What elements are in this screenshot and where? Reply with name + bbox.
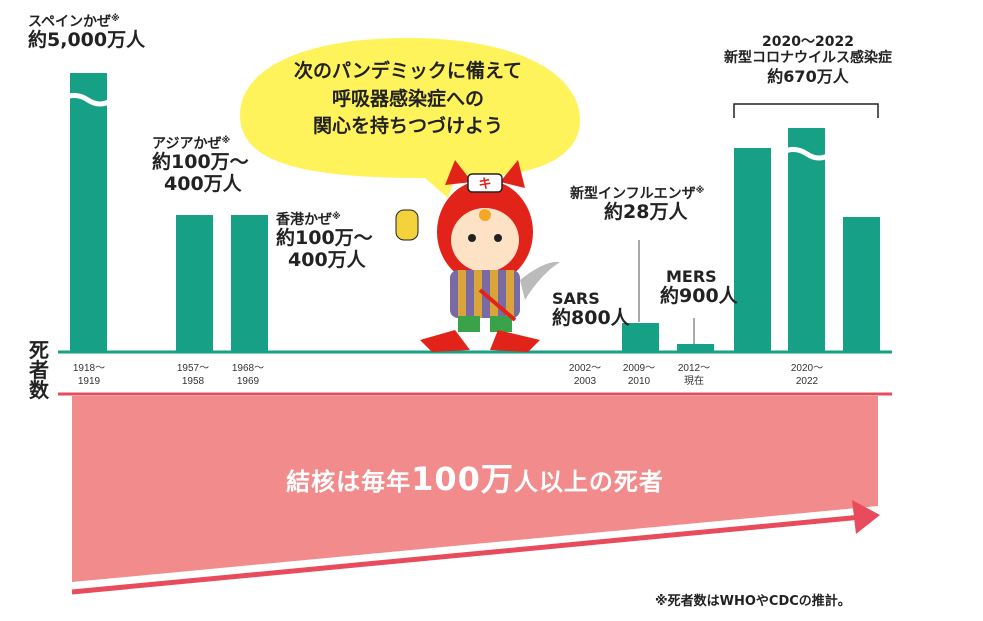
bar-covid-2022 (843, 217, 880, 351)
label-hongkong-flu: 香港かぜ※ 約100万〜 400万人 (276, 212, 373, 271)
speech-bubble-text: 次のパンデミックに備えて 呼吸器感染症への 関心を持ちつづけよう (258, 58, 558, 141)
bar-1957〜1958 (176, 215, 213, 351)
year-label: 1918〜 1919 (72, 363, 106, 387)
tb-band (72, 396, 878, 582)
svg-text:キ: キ (478, 177, 491, 192)
label-sars: SARS 約800人 (552, 289, 630, 330)
bar-1918〜1919 (70, 73, 107, 351)
year-label: 1968〜 1969 (231, 363, 265, 387)
year-label: 1957〜 1958 (176, 363, 210, 387)
year-label: 2002〜 2003 (568, 363, 602, 387)
speech-bubble (240, 38, 580, 198)
bubble-line: 関心を持ちつづけよう (312, 115, 503, 138)
covid-bracket (733, 103, 879, 118)
year-label: 2009〜 2010 (622, 363, 656, 387)
tb-arrowhead (852, 500, 880, 534)
year-label: 2012〜 現在 (677, 363, 711, 387)
label-new-influenza: 新型インフルエンザ※ 約28万人 (570, 186, 705, 224)
bar-covid-2021 (788, 128, 825, 351)
label-covid19: 2020〜2022 新型コロナウイルス感染症 約670万人 (724, 34, 892, 87)
bubble-line: 次のパンデミックに備えて (293, 60, 522, 82)
axis-break-mark (781, 146, 833, 161)
label-asian-flu: アジアかぜ※ 約100万〜 400万人 (152, 136, 249, 195)
bar-covid-2020 (734, 148, 771, 351)
year-label: 2020〜 2022 (790, 363, 824, 387)
bar-group (70, 73, 880, 351)
bubble-line: 呼吸器感染症への (331, 87, 484, 110)
bar-1968〜1969 (231, 215, 268, 351)
y-axis-label: 死者数 (29, 338, 49, 402)
mascot-illustration: キ (395, 160, 560, 352)
axis-break-mark (62, 92, 114, 107)
bar-2009〜2010 (622, 323, 659, 351)
label-spanish-flu: スペインかぜ※ 約5,000万人 (28, 14, 146, 52)
tb-arrow (71, 513, 873, 595)
bar-2012〜現在 (677, 344, 714, 351)
tb-band-text: 結核は毎年100万人以上の死者 (286, 460, 664, 498)
label-mers: MERS 約900人 (660, 267, 738, 308)
footnote: ※死者数はWHOやCDCの推計。 (655, 594, 851, 609)
